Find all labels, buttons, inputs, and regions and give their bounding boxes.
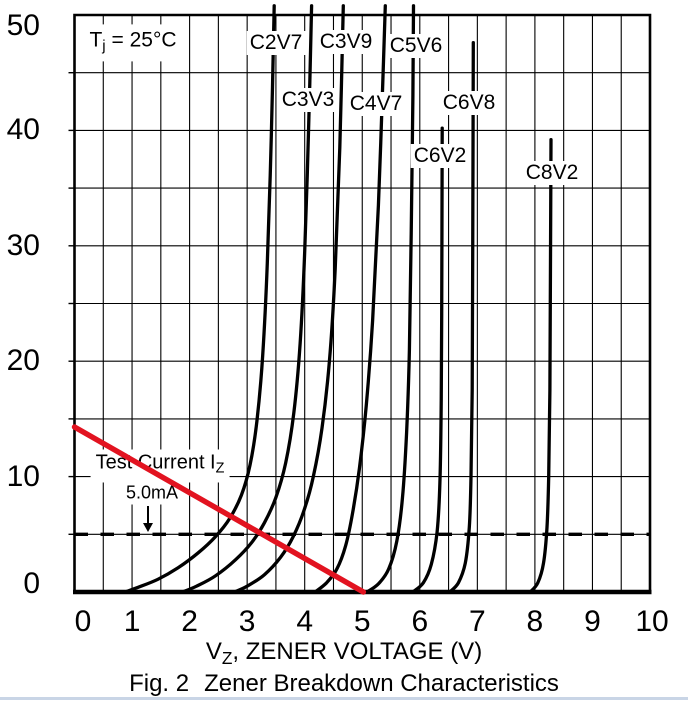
caption-text: Zener Breakdown Characteristics	[204, 670, 559, 697]
figure-caption: Fig. 2 Zener Breakdown Characteristics	[0, 670, 688, 697]
test-current-text: Test Current I	[95, 451, 216, 474]
curve-label-c4v7: C4V7	[346, 92, 406, 116]
y-tick-label-50: 50	[6, 9, 40, 42]
curve-label-c5v6: C5V6	[386, 34, 446, 58]
plot-border-top	[73, 13, 652, 592]
y-tick-label-40: 40	[6, 113, 40, 147]
x-axis-title-subscript: Z	[221, 647, 233, 668]
junction-temperature-label: Tj = 25°C	[83, 24, 183, 62]
x-tick-label-3: 3	[238, 605, 256, 638]
curve-label-c8v2: C8V2	[522, 161, 582, 185]
x-tick-label-0: 0	[74, 605, 92, 638]
curve-label-c6v2: C6V2	[410, 144, 470, 168]
zener-curve-c8v2	[528, 137, 553, 594]
test-current-subscript: Z	[215, 460, 225, 477]
tj-main: T	[89, 28, 103, 52]
curve-label-c3v9: C3V9	[316, 30, 376, 54]
x-tick-label-9: 9	[584, 605, 601, 638]
y-tick-label-20: 20	[6, 344, 40, 378]
tj-subscript: j	[102, 37, 106, 55]
curve-label-c3v3: C3V3	[278, 88, 338, 112]
x-axis-title-main: V	[205, 638, 222, 665]
test-current-value: 5.0mA	[121, 481, 183, 505]
x-axis-title-rest: , ZENER VOLTAGE (V)	[232, 638, 483, 665]
x-tick-label-5: 5	[353, 605, 371, 638]
y-tick-label-30: 30	[6, 228, 40, 262]
grid-layer	[74, 15, 650, 592]
x-tick-label-4: 4	[296, 605, 314, 638]
zener-curve-c6v2	[411, 126, 444, 594]
y-tick-label-10: 10	[6, 459, 40, 493]
x-axis-title: VZ, ZENER VOLTAGE (V)	[0, 638, 688, 672]
x-tick-label-10: 10	[635, 605, 669, 638]
x-tick-label-7: 7	[469, 605, 486, 638]
x-tick-label-8: 8	[526, 605, 544, 638]
curve-label-c2v7: C2V7	[246, 31, 306, 55]
test-current-label: Test Current IZ	[90, 449, 230, 483]
x-tick-label-1: 1	[123, 605, 141, 638]
curve-label-c6v8: C6V8	[439, 91, 499, 115]
caption-fig-number: Fig. 2	[129, 670, 190, 697]
page-edge-line	[0, 697, 688, 700]
x-tick-label-2: 2	[181, 605, 198, 638]
x-tick-label-6: 6	[411, 605, 429, 638]
zener-curve-c6v8	[448, 41, 475, 594]
zener-curve-c5v6	[365, 4, 416, 594]
y-tick-label-0: 0	[23, 567, 40, 600]
tj-rest: = 25°C	[105, 28, 177, 52]
